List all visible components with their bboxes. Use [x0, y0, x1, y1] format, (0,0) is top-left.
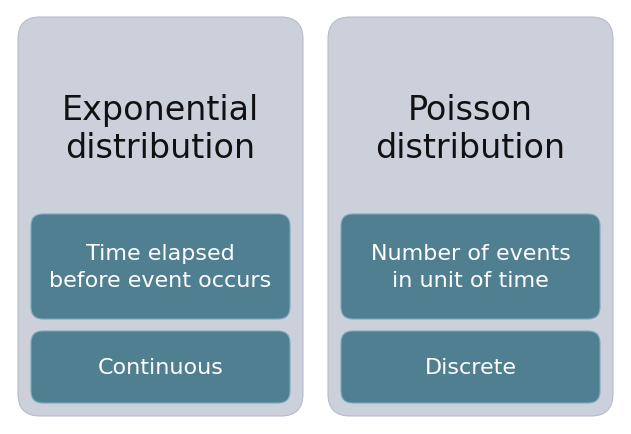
Text: Exponential
distribution: Exponential distribution [62, 94, 259, 165]
FancyBboxPatch shape [341, 214, 600, 319]
FancyBboxPatch shape [328, 18, 613, 416]
Text: Poisson
distribution: Poisson distribution [375, 94, 565, 165]
Text: Continuous: Continuous [98, 357, 223, 377]
Text: Number of events
in unit of time: Number of events in unit of time [370, 244, 570, 290]
Text: Discrete: Discrete [425, 357, 517, 377]
FancyBboxPatch shape [31, 214, 290, 319]
FancyBboxPatch shape [31, 331, 290, 403]
FancyBboxPatch shape [18, 18, 303, 416]
FancyBboxPatch shape [341, 331, 600, 403]
Text: Time elapsed
before event occurs: Time elapsed before event occurs [49, 244, 271, 290]
